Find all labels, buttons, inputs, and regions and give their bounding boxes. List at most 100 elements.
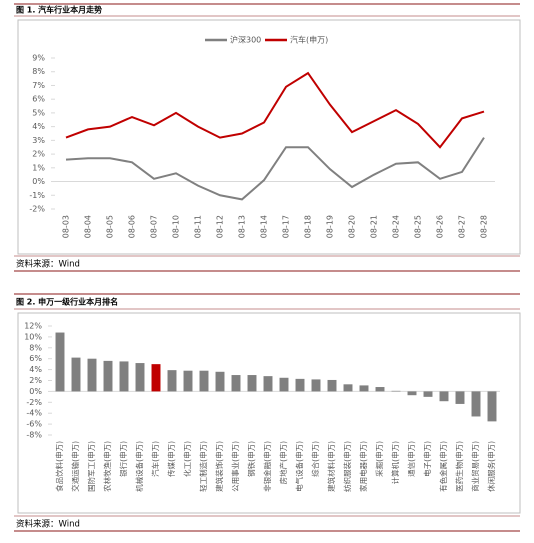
x-tick-label: 08-27 <box>458 215 467 238</box>
bar <box>471 391 481 417</box>
bar <box>407 391 417 396</box>
bar <box>199 370 209 392</box>
y-tick-label: -2% <box>29 205 45 214</box>
y-tick-label: 6% <box>32 95 45 104</box>
bar <box>263 376 273 392</box>
source: 资料来源：Wind <box>16 259 80 270</box>
bar <box>487 391 497 422</box>
chart-frame <box>17 19 521 255</box>
x-tick-label: 08-13 <box>238 215 247 238</box>
x-tick-label: 非银金融(申万) <box>262 441 272 492</box>
x-tick-label: 医药生物(申万) <box>454 441 464 492</box>
y-tick-label: -4% <box>26 409 42 418</box>
x-tick-label: 轻工制造(申万) <box>198 441 208 492</box>
bar <box>247 375 257 392</box>
x-tick-label: 08-19 <box>326 215 335 238</box>
legend-label: 沪深300 <box>230 35 261 45</box>
y-tick-label: 1% <box>32 163 45 172</box>
x-tick-label: 08-11 <box>194 215 203 238</box>
y-tick-label: 5% <box>32 108 45 117</box>
x-tick-label: 08-25 <box>414 215 423 238</box>
x-tick-label: 08-14 <box>260 215 269 238</box>
y-tick-label: 3% <box>32 136 45 145</box>
figure-caption: 图 2. 申万一级行业本月排名 <box>16 297 118 307</box>
series-line <box>65 71 485 149</box>
y-tick-label: 0% <box>32 177 45 186</box>
x-tick-label: 综合(申万) <box>310 441 320 477</box>
x-tick-label: 房地产(申万) <box>278 441 288 484</box>
x-tick-label: 08-20 <box>348 215 357 238</box>
x-tick-label: 08-03 <box>62 215 71 238</box>
y-tick-label: 2% <box>29 376 42 385</box>
bar <box>119 361 129 392</box>
chart-frame <box>17 312 521 514</box>
bar <box>55 332 65 392</box>
bar <box>439 391 449 402</box>
x-tick-label: 08-10 <box>172 215 181 238</box>
x-tick-label: 建筑材料(申万) <box>326 441 336 492</box>
y-tick-label: 4% <box>32 122 45 131</box>
x-tick-label: 08-12 <box>216 215 225 238</box>
bar <box>343 384 353 392</box>
y-tick-label: 2% <box>32 150 45 159</box>
y-tick-label: -6% <box>26 420 42 429</box>
series-line <box>65 137 485 201</box>
bar <box>151 364 161 392</box>
x-tick-label: 08-05 <box>106 215 115 238</box>
y-tick-label: 0% <box>29 387 42 396</box>
bar <box>167 370 177 392</box>
source: 资料来源：Wind <box>16 519 80 530</box>
bar <box>215 371 225 392</box>
x-tick-label: 公用事业(申万) <box>230 441 240 492</box>
x-tick-label: 银行(申万) <box>118 441 128 477</box>
bar <box>71 357 81 392</box>
x-tick-label: 08-18 <box>304 215 313 238</box>
x-tick-label: 08-21 <box>370 215 379 238</box>
bar <box>295 378 305 392</box>
y-tick-label: 7% <box>32 81 45 90</box>
bar <box>375 387 385 392</box>
y-tick-label: 8% <box>29 343 42 352</box>
bar <box>279 377 289 392</box>
x-tick-label: 家用电器(申万) <box>358 441 368 492</box>
x-tick-label: 机械设备(申万) <box>134 441 144 492</box>
x-tick-label: 08-06 <box>128 215 137 238</box>
bar <box>231 375 241 392</box>
y-tick-label: -8% <box>26 431 42 440</box>
bar <box>423 391 433 397</box>
bar <box>311 379 321 392</box>
x-tick-label: 电子(申万) <box>422 441 432 477</box>
x-tick-label: 08-07 <box>150 215 159 238</box>
y-tick-label: 9% <box>32 54 45 63</box>
bar <box>359 385 369 392</box>
x-tick-label: 08-28 <box>480 215 489 238</box>
figure-caption: 图 1. 汽车行业本月走势 <box>16 5 102 15</box>
y-tick-label: 4% <box>29 365 42 374</box>
bar <box>391 390 401 392</box>
bar <box>183 370 193 392</box>
y-tick-label: -1% <box>29 191 45 200</box>
x-tick-label: 08-26 <box>436 215 445 238</box>
y-tick-label: 8% <box>32 67 45 76</box>
x-tick-label: 食品饮料(申万) <box>54 441 64 492</box>
bar <box>103 360 113 392</box>
x-tick-label: 休闲服务(申万) <box>486 441 496 492</box>
x-tick-label: 纺织服装(申万) <box>342 441 352 492</box>
x-tick-label: 08-24 <box>392 215 401 238</box>
legend-label: 汽车(申万) <box>290 35 328 45</box>
x-tick-label: 08-17 <box>282 215 291 238</box>
x-tick-label: 计算机(申万) <box>390 441 400 484</box>
bar <box>135 363 145 392</box>
x-tick-label: 农林牧渔(申万) <box>102 441 112 492</box>
x-tick-label: 传媒(申万) <box>166 441 176 477</box>
x-tick-label: 化工(申万) <box>182 441 192 477</box>
bar <box>455 391 465 404</box>
y-tick-label: 10% <box>24 332 42 341</box>
x-tick-label: 采掘(申万) <box>374 441 384 477</box>
bar <box>87 358 97 392</box>
x-tick-label: 钢铁(申万) <box>246 441 256 477</box>
x-tick-label: 建筑装饰(申万) <box>214 441 224 492</box>
x-tick-label: 有色金属(申万) <box>438 441 448 492</box>
